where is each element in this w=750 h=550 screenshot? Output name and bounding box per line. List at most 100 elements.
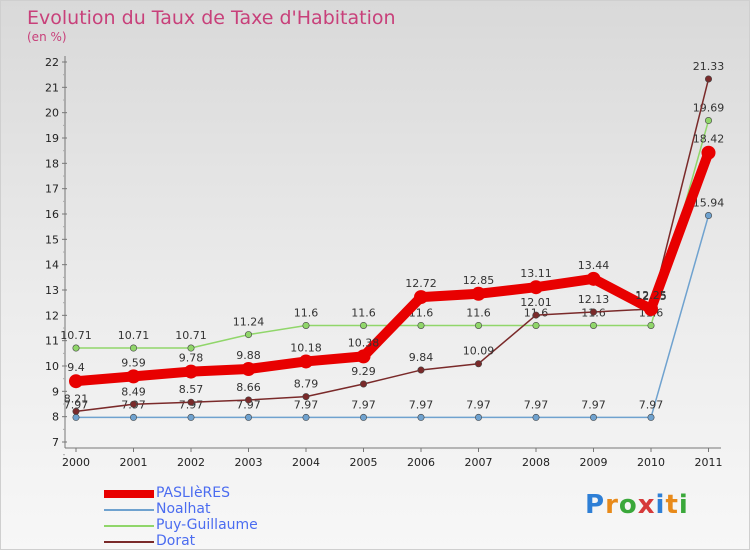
data-point-dorat bbox=[302, 393, 310, 401]
y-tick-label: 10 bbox=[45, 360, 59, 373]
data-point-dorat bbox=[589, 308, 597, 316]
data-label-noalhat: 7.97 bbox=[581, 398, 606, 411]
series-line-pasli-res bbox=[71, 147, 714, 387]
x-tick-label: 2006 bbox=[407, 456, 435, 469]
logo-letter: r bbox=[605, 490, 619, 520]
data-point-pasli-res bbox=[299, 354, 313, 369]
logo-letter: t bbox=[665, 490, 679, 520]
y-tick-label: 22 bbox=[45, 56, 59, 69]
y-tick-label: 11 bbox=[45, 335, 59, 348]
legend-item-paslieres: PASLIèRES bbox=[104, 485, 304, 502]
x-tick-label: 2001 bbox=[120, 456, 148, 469]
y-tick-label: 15 bbox=[45, 233, 59, 246]
data-point-puy-guillaume bbox=[245, 331, 253, 339]
x-tick-label: 2002 bbox=[177, 456, 205, 469]
data-label-pasli-res: 18.42 bbox=[693, 133, 725, 146]
series-line-noalhat bbox=[75, 214, 710, 419]
legend-label-puy-guillaume: Puy-Guillaume bbox=[156, 517, 258, 533]
chart-unit-label: (en %) bbox=[27, 30, 67, 44]
data-point-puy-guillaume bbox=[474, 321, 482, 329]
data-label-noalhat: 7.97 bbox=[351, 398, 376, 411]
y-tick-label: 21 bbox=[45, 81, 59, 94]
y-tick-label: 13 bbox=[45, 284, 59, 297]
data-point-noalhat bbox=[532, 413, 540, 421]
data-point-puy-guillaume bbox=[417, 321, 425, 329]
legend-swatch-paslieres bbox=[104, 490, 154, 498]
data-point-pasli-res bbox=[356, 349, 371, 364]
data-point-dorat bbox=[417, 366, 425, 374]
data-point-puy-guillaume bbox=[72, 344, 80, 352]
data-point-noalhat bbox=[417, 413, 425, 421]
logo-letter: o bbox=[618, 490, 638, 520]
data-point-pasli-res bbox=[184, 364, 198, 379]
y-tick-label: 16 bbox=[45, 208, 59, 221]
data-point-dorat bbox=[532, 311, 540, 319]
y-tick-label: 12 bbox=[45, 309, 59, 322]
chart-title: Evolution du Taux de Taxe d'Habitation bbox=[27, 7, 396, 29]
y-tick-label: 18 bbox=[45, 157, 59, 170]
data-label-pasli-res: 9.59 bbox=[121, 356, 146, 369]
data-label-noalhat: 7.97 bbox=[64, 398, 89, 411]
logo-letter: i bbox=[655, 490, 666, 520]
series-line-puy-guillaume bbox=[75, 119, 710, 349]
data-label-pasli-res: 12.85 bbox=[463, 274, 495, 287]
data-point-puy-guillaume bbox=[359, 321, 367, 329]
legend-swatch-noalhat bbox=[104, 509, 154, 511]
x-tick-label: 2004 bbox=[292, 456, 320, 469]
data-point-dorat bbox=[359, 380, 367, 388]
data-label-noalhat: 7.97 bbox=[409, 398, 434, 411]
data-label-puy-guillaume: 10.71 bbox=[175, 329, 207, 342]
x-tick-label: 2009 bbox=[580, 456, 608, 469]
data-label-noalhat: 7.97 bbox=[639, 398, 664, 411]
data-point-dorat bbox=[704, 75, 712, 83]
data-label-pasli-res: 9.4 bbox=[67, 361, 85, 374]
x-tick-label: 2007 bbox=[465, 456, 493, 469]
data-label-dorat: 9.84 bbox=[409, 351, 434, 364]
data-point-puy-guillaume bbox=[704, 117, 712, 125]
data-point-puy-guillaume bbox=[532, 321, 540, 329]
data-label-puy-guillaume: 11.6 bbox=[466, 306, 491, 319]
data-label-puy-guillaume: 10.71 bbox=[118, 329, 150, 342]
data-label-dorat: 12.13 bbox=[578, 293, 610, 306]
data-point-pasli-res bbox=[644, 302, 658, 316]
data-point-noalhat bbox=[130, 413, 138, 421]
legend-label-noalhat: Noalhat bbox=[156, 501, 211, 517]
legend-item-dorat: Dorat bbox=[104, 533, 304, 550]
legend-swatch-dorat bbox=[104, 541, 154, 543]
y-tick-label: 14 bbox=[45, 259, 59, 272]
data-label-pasli-res: 10.18 bbox=[290, 341, 322, 354]
data-label-pasli-res: 13.11 bbox=[520, 267, 552, 280]
x-tick-label: 2005 bbox=[350, 456, 378, 469]
data-point-dorat bbox=[72, 407, 80, 415]
data-label-pasli-res: 9.78 bbox=[179, 352, 204, 365]
x-tick-label: 2011 bbox=[695, 456, 723, 469]
x-tick-label: 2000 bbox=[62, 456, 90, 469]
data-point-puy-guillaume bbox=[130, 344, 138, 352]
data-point-dorat bbox=[187, 398, 195, 406]
data-label-dorat: 9.29 bbox=[351, 365, 376, 378]
data-point-dorat bbox=[130, 400, 138, 408]
legend-label-paslieres: PASLIèRES bbox=[156, 485, 231, 501]
data-label-noalhat: 7.97 bbox=[236, 398, 261, 411]
data-point-noalhat bbox=[474, 413, 482, 421]
logo-letter: P bbox=[585, 490, 606, 520]
data-label-dorat: 21.33 bbox=[693, 60, 725, 73]
legend-item-noalhat: Noalhat bbox=[104, 501, 304, 518]
y-tick-label: 7 bbox=[52, 436, 59, 449]
data-point-puy-guillaume bbox=[589, 321, 597, 329]
data-label-pasli-res: 10.38 bbox=[348, 336, 380, 349]
y-tick-label: 20 bbox=[45, 107, 59, 120]
data-label-noalhat: 7.97 bbox=[524, 398, 549, 411]
chart-legend: PASLIèRES Noalhat Puy-Guillaume Dorat bbox=[104, 485, 304, 550]
data-label-dorat: 8.66 bbox=[236, 381, 261, 394]
y-tick-label: 9 bbox=[52, 385, 59, 398]
data-label-puy-guillaume: 19.69 bbox=[693, 102, 725, 115]
data-label-puy-guillaume: 10.71 bbox=[60, 329, 92, 342]
data-label-dorat: 8.21 bbox=[64, 392, 89, 405]
data-label-dorat: 8.57 bbox=[179, 383, 204, 396]
data-label-puy-guillaume: 11.6 bbox=[294, 306, 319, 319]
proxiti-logo: Proxiti bbox=[585, 490, 689, 520]
logo-letter: i bbox=[678, 490, 689, 520]
data-point-pasli-res bbox=[69, 374, 83, 389]
